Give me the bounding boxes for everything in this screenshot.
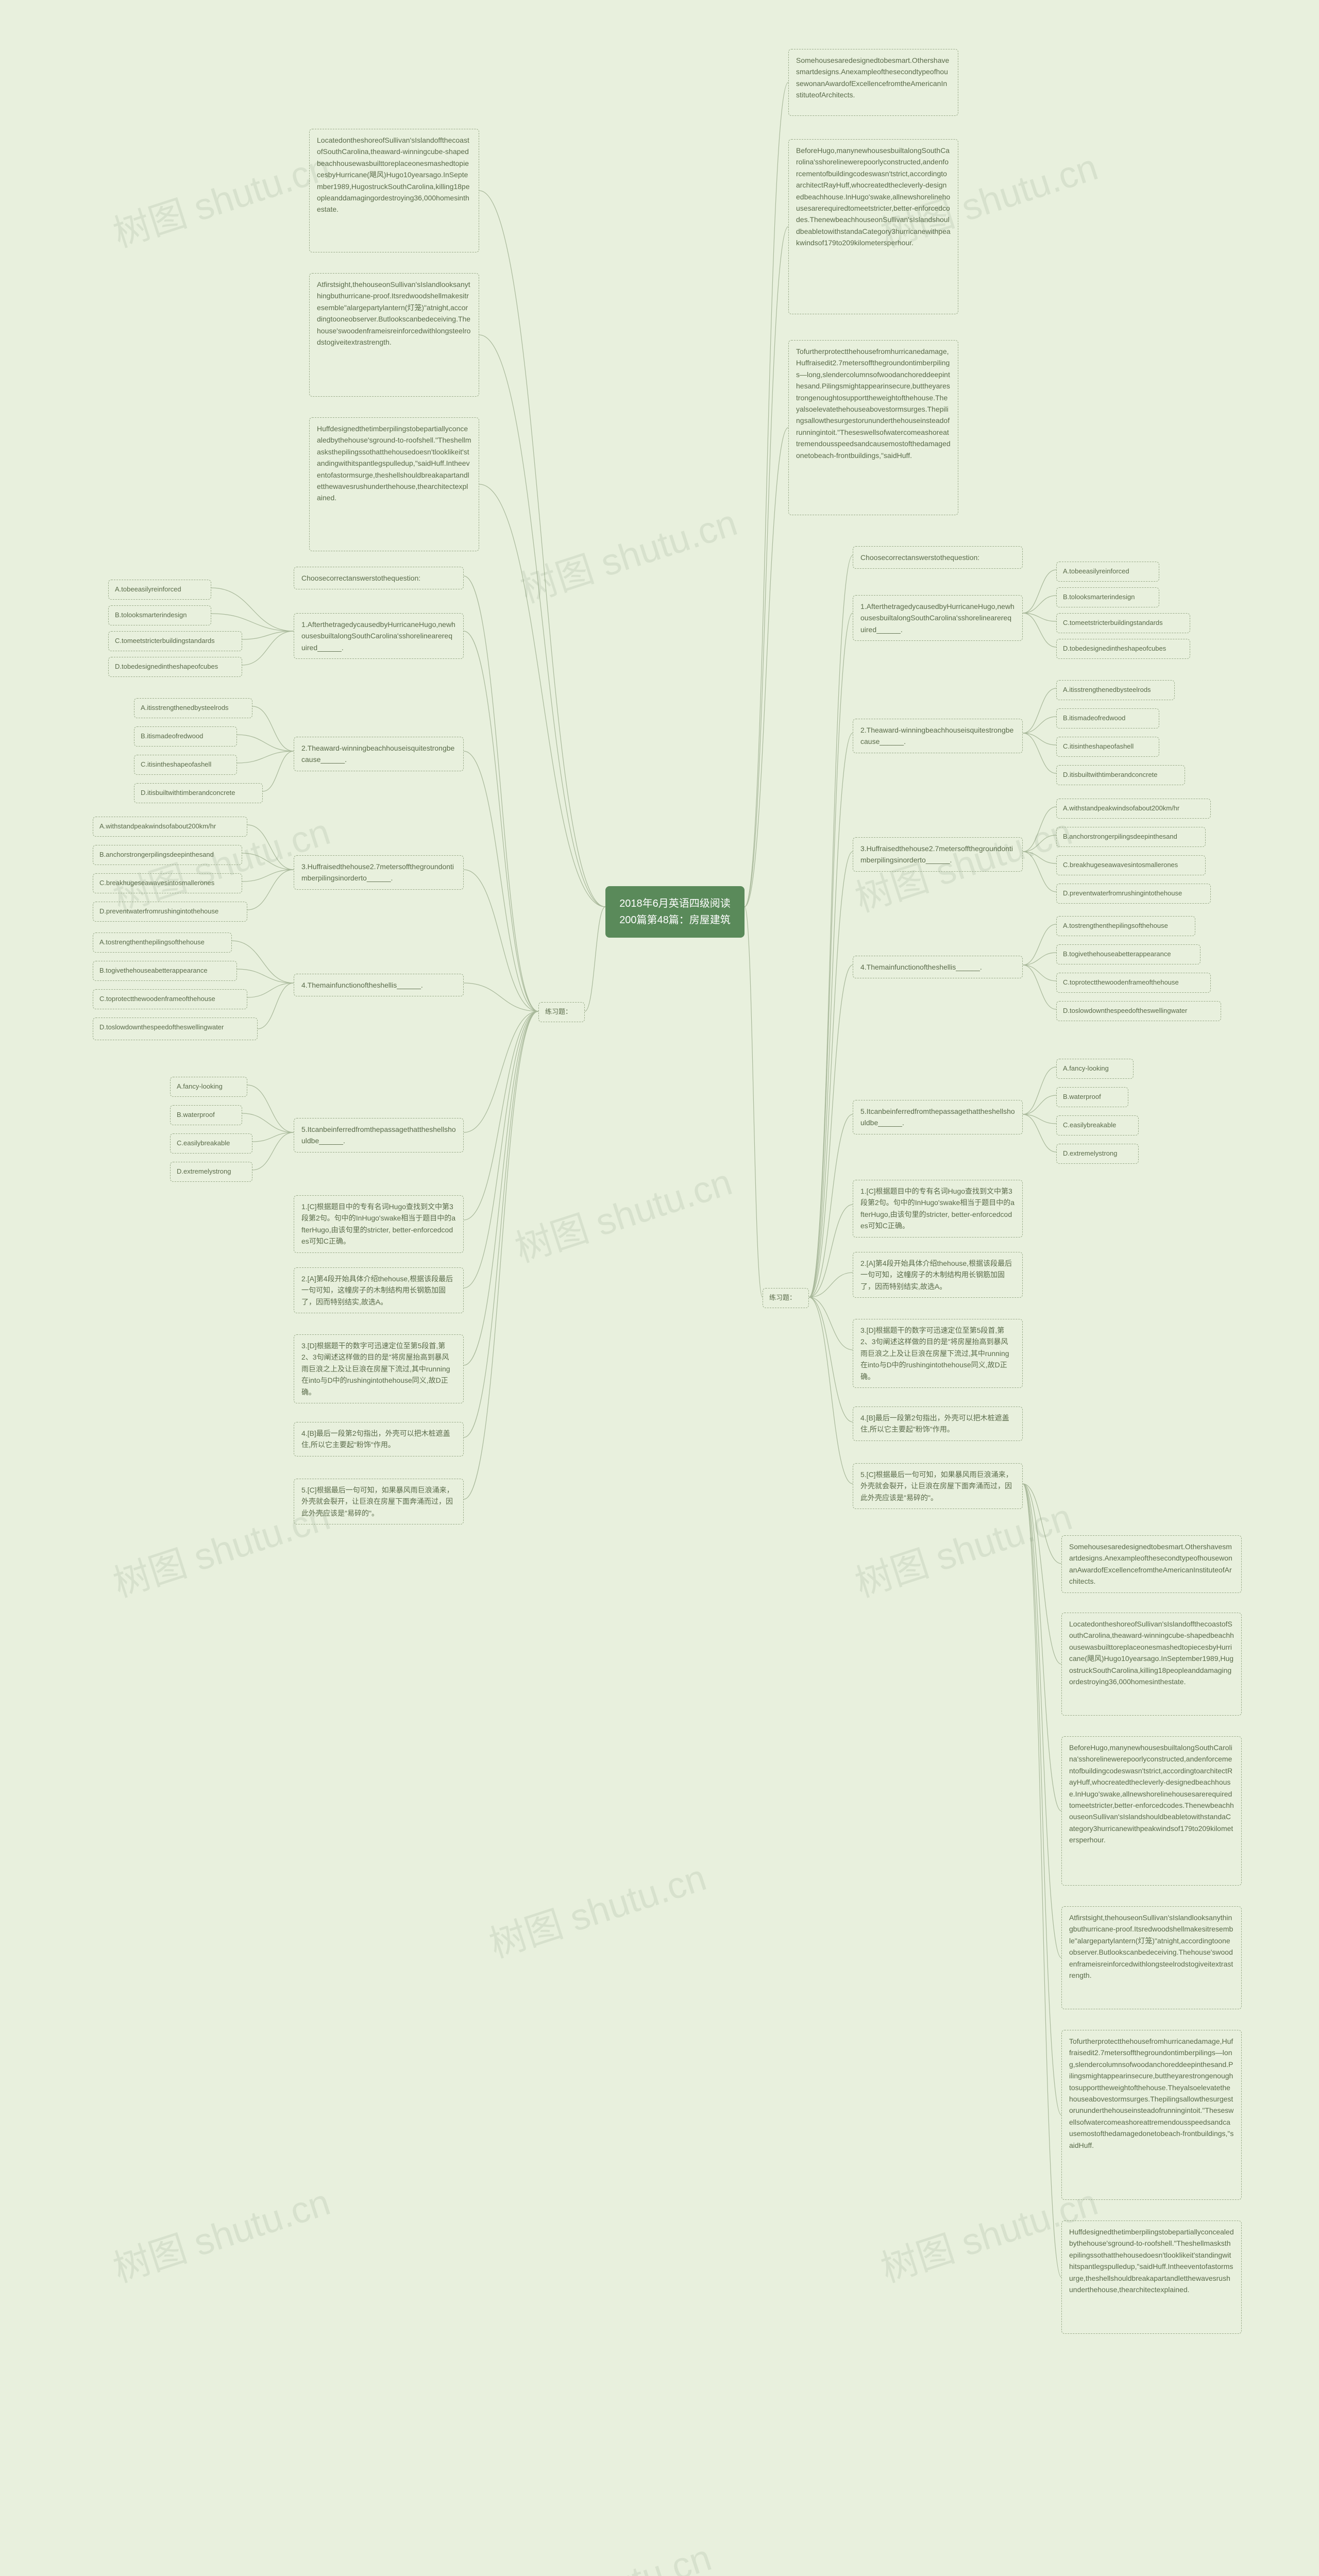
- mindmap-node: 1.[C]根据题目中的专有名词Hugo查找到文中第3段第2句。句中的InHugo…: [294, 1195, 464, 1253]
- mindmap-node: B.togivethehouseabetterappearance: [93, 961, 237, 981]
- mindmap-node: 2.Theaward-winningbeachhouseisquitestron…: [853, 719, 1023, 753]
- mindmap-node: A.itisstrengthenedbysteelrods: [1056, 680, 1175, 700]
- mindmap-node: A.itisstrengthenedbysteelrods: [134, 698, 252, 718]
- mindmap-node: D.preventwaterfromrushingintothehouse: [1056, 884, 1211, 904]
- mindmap-node: 练习题：: [538, 1002, 585, 1022]
- mindmap-node: 4.Themainfunctionoftheshellis______.: [853, 956, 1023, 978]
- mindmap-node: 1.AfterthetragedycausedbyHurricaneHugo,n…: [853, 595, 1023, 641]
- mindmap-node: B.togivethehouseabetterappearance: [1056, 944, 1200, 964]
- mindmap-node: A.tostrengthenthepilingsofthehouse: [1056, 916, 1195, 936]
- mindmap-node: C.itisintheshapeofashell: [1056, 737, 1159, 757]
- mindmap-node: 3.[D]根据题干的数字可迅速定位至第5段首,第2、3句阐述这样做的目的是"将房…: [853, 1319, 1023, 1388]
- watermark: 树图 shutu.cn: [507, 1151, 737, 1273]
- mindmap-node: B.anchorstrongerpilingsdeepinthesand: [93, 845, 242, 865]
- mindmap-node: C.tomeetstricterbuildingstandards: [108, 631, 242, 651]
- mindmap-node: D.tobedesignedintheshapeofcubes: [1056, 639, 1190, 659]
- mindmap-node: Tofurtherprotectthehousefromhurricanedam…: [788, 340, 958, 515]
- watermark: 树图 shutu.cn: [486, 2527, 717, 2576]
- mindmap-node: 2.Theaward-winningbeachhouseisquitestron…: [294, 737, 464, 771]
- mindmap-node: 2.[A]第4段开始具体介绍thehouse,根据该段最后一句可知，这幢房子的木…: [294, 1267, 464, 1313]
- mindmap-node: A.withstandpeakwindsofabout200km/hr: [93, 817, 247, 837]
- mindmap-node: Choosecorrectanswerstothequestion:: [853, 546, 1023, 569]
- mindmap-node: B.waterproof: [1056, 1087, 1128, 1107]
- mindmap-node: 1.[C]根据题目中的专有名词Hugo查找到文中第3段第2句。句中的InHugo…: [853, 1180, 1023, 1238]
- mindmap-node: 5.[C]根据最后一句可知，如果暴风雨巨浪涌来，外壳就会裂开，让巨浪在房屋下面奔…: [853, 1463, 1023, 1509]
- mindmap-node: C.tomeetstricterbuildingstandards: [1056, 613, 1190, 633]
- mindmap-node: A.fancy-looking: [170, 1077, 247, 1097]
- mindmap-node: C.easilybreakable: [170, 1133, 252, 1154]
- mindmap-node: 5.[C]根据最后一句可知，如果暴风雨巨浪涌来，外壳就会裂开，让巨浪在房屋下面奔…: [294, 1479, 464, 1524]
- mindmap-node: 4.Themainfunctionoftheshellis______.: [294, 974, 464, 996]
- mindmap-node: D.itisbuiltwithtimberandconcrete: [1056, 765, 1185, 785]
- mindmap-node: B.tolooksmarterindesign: [108, 605, 211, 625]
- mindmap-node: 5.Itcanbeinferredfromthepassagethatthesh…: [853, 1100, 1023, 1134]
- watermark: 树图 shutu.cn: [512, 492, 742, 613]
- mindmap-node: C.easilybreakable: [1056, 1115, 1139, 1136]
- mindmap-node: BeforeHugo,manynewhousesbuiltalongSouthC…: [1061, 1736, 1242, 1886]
- mindmap-node: D.toslowdownthespeedoftheswellingwater: [1056, 1001, 1221, 1021]
- mindmap-node: C.breakhugeseawavesintosmallerones: [1056, 855, 1206, 875]
- mindmap-node: Atfirstsight,thehouseonSullivan'sIslandl…: [309, 273, 479, 397]
- mindmap-node: Huffdesignedthetimberpilingstobepartiall…: [1061, 2221, 1242, 2334]
- mindmap-node: 3.Huffraisedthehouse2.7metersoffthegroun…: [294, 855, 464, 890]
- mindmap-node: A.withstandpeakwindsofabout200km/hr: [1056, 799, 1211, 819]
- mindmap-node: B.tolooksmarterindesign: [1056, 587, 1159, 607]
- mindmap-node: LocatedontheshoreofSullivan'sIslandoffth…: [1061, 1613, 1242, 1716]
- mindmap-node: LocatedontheshoreofSullivan'sIslandoffth…: [309, 129, 479, 252]
- mindmap-node: C.toprotectthewoodenframeofthehouse: [93, 989, 247, 1009]
- mindmap-node: B.anchorstrongerpilingsdeepinthesand: [1056, 827, 1206, 847]
- mindmap-node: D.tobedesignedintheshapeofcubes: [108, 657, 242, 677]
- mindmap-node: D.extremelystrong: [170, 1162, 252, 1182]
- mindmap-node: 5.Itcanbeinferredfromthepassagethatthesh…: [294, 1118, 464, 1153]
- mindmap-node: 3.[D]根据题干的数字可迅速定位至第5段首,第2、3句阐述这样做的目的是"将房…: [294, 1334, 464, 1403]
- mindmap-node: Atfirstsight,thehouseonSullivan'sIslandl…: [1061, 1906, 1242, 2009]
- mindmap-node: A.tobeeasilyreinforced: [108, 580, 211, 600]
- mindmap-node: Tofurtherprotectthehousefromhurricanedam…: [1061, 2030, 1242, 2200]
- mindmap-node: B.waterproof: [170, 1105, 242, 1125]
- mindmap-node: 3.Huffraisedthehouse2.7metersoffthegroun…: [853, 837, 1023, 872]
- mindmap-node: C.breakhugeseawavesintosmallerones: [93, 873, 242, 893]
- mindmap-node: B.itismadeofredwood: [134, 726, 237, 747]
- watermark: 树图 shutu.cn: [481, 1847, 712, 1968]
- mindmap-node: Choosecorrectanswerstothequestion:: [294, 567, 464, 589]
- center-node: 2018年6月英语四级阅读200篇第48篇：房屋建筑: [605, 886, 745, 938]
- mindmap-node: 4.[B]最后一段第2句指出，外壳可以把木桩遮盖住,所以它主要起"粉饰"作用。: [853, 1406, 1023, 1441]
- mindmap-node: Somehousesaredesignedtobesmart.Othershav…: [1061, 1535, 1242, 1593]
- mindmap-node: 4.[B]最后一段第2句指出，外壳可以把木桩遮盖住,所以它主要起"粉饰"作用。: [294, 1422, 464, 1456]
- mindmap-node: D.toslowdownthespeedoftheswellingwater: [93, 1018, 258, 1040]
- mindmap-node: Huffdesignedthetimberpilingstobepartiall…: [309, 417, 479, 551]
- mindmap-node: 练习题：: [763, 1288, 809, 1308]
- mindmap-node: A.fancy-looking: [1056, 1059, 1134, 1079]
- mindmap-node: 1.AfterthetragedycausedbyHurricaneHugo,n…: [294, 613, 464, 659]
- mindmap-node: C.toprotectthewoodenframeofthehouse: [1056, 973, 1211, 993]
- mindmap-node: D.preventwaterfromrushingintothehouse: [93, 902, 247, 922]
- mindmap-node: 2.[A]第4段开始具体介绍thehouse,根据该段最后一句可知，这幢房子的木…: [853, 1252, 1023, 1298]
- mindmap-node: C.itisintheshapeofashell: [134, 755, 237, 775]
- mindmap-node: A.tobeeasilyreinforced: [1056, 562, 1159, 582]
- mindmap-node: B.itismadeofredwood: [1056, 708, 1159, 728]
- mindmap-node: D.itisbuiltwithtimberandconcrete: [134, 783, 263, 803]
- mindmap-node: Somehousesaredesignedtobesmart.Othershav…: [788, 49, 958, 116]
- mindmap-node: BeforeHugo,manynewhousesbuiltalongSouthC…: [788, 139, 958, 314]
- mindmap-node: A.tostrengthenthepilingsofthehouse: [93, 933, 232, 953]
- watermark: 树图 shutu.cn: [105, 2172, 335, 2293]
- watermark: 树图 shutu.cn: [105, 137, 335, 258]
- mindmap-node: D.extremelystrong: [1056, 1144, 1139, 1164]
